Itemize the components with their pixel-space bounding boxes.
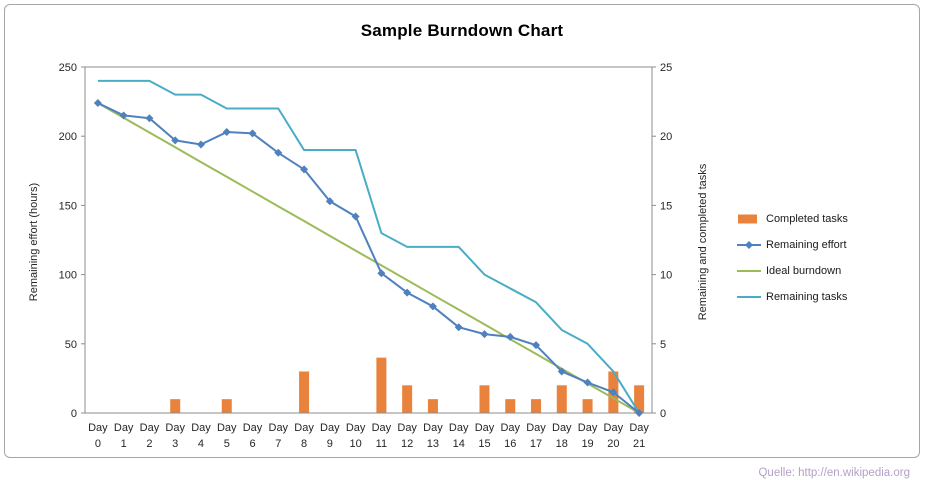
x-axis-label: Day 14 <box>449 422 469 450</box>
right-axis-tick-label: 10 <box>660 270 672 282</box>
chart-frame: Sample Burndown Chart Remaining effort (… <box>4 4 920 458</box>
x-axis-label: Day 21 <box>629 422 649 450</box>
bar-completed-tasks <box>531 399 542 413</box>
left-axis-tick-label: 0 <box>71 408 77 420</box>
legend-label: Remaining tasks <box>766 291 848 303</box>
x-axis-label: Day 9 <box>320 422 340 450</box>
marker-diamond <box>196 140 205 149</box>
legend-label: Ideal burndown <box>766 265 842 277</box>
x-axis-label: Day 20 <box>604 422 624 450</box>
legend-label: Completed tasks <box>766 213 848 225</box>
line-remaining-tasks <box>97 79 640 414</box>
x-axis-label: Day 16 <box>500 422 520 450</box>
marker-diamond <box>609 388 618 397</box>
legend-swatch-line <box>737 296 761 298</box>
bar-completed-tasks <box>556 385 567 413</box>
chart-title: Sample Burndown Chart <box>360 21 564 40</box>
left-axis-tick-label: 150 <box>59 200 77 212</box>
bar-completed-tasks <box>221 399 232 413</box>
bar-completed-tasks <box>479 385 490 413</box>
legend-item-completed-tasks: Completed tasks <box>737 213 848 225</box>
legend-swatch-line-marker <box>737 241 761 249</box>
x-axis-label: Day 12 <box>397 422 417 450</box>
marker-diamond <box>557 367 566 376</box>
bar-completed-tasks <box>402 385 413 413</box>
marker-diamond <box>377 269 386 278</box>
x-axis-label: Day 3 <box>165 422 185 450</box>
marker-diamond <box>274 148 283 157</box>
left-axis-tick-label: 100 <box>59 270 77 282</box>
legend-label: Remaining effort <box>766 239 847 251</box>
marker-diamond <box>454 323 463 332</box>
right-axis-tick-label: 5 <box>660 339 666 351</box>
right-axis-tick-label: 25 <box>660 62 672 74</box>
x-axis-label: Day 8 <box>294 422 314 450</box>
bar-completed-tasks <box>376 357 387 413</box>
x-axis-label: Day 6 <box>243 422 263 450</box>
plot-border <box>84 66 653 414</box>
x-axis-label: Day 18 <box>552 422 572 450</box>
legend-swatch-bar <box>738 214 757 224</box>
legend-item-remaining-effort: Remaining effort <box>737 239 848 251</box>
marker-diamond <box>480 330 489 339</box>
marker-diamond <box>403 288 412 297</box>
x-axis-label: Day 1 <box>114 422 134 450</box>
marker-diamond <box>93 98 102 107</box>
bar-completed-tasks <box>427 399 438 413</box>
marker-diamond <box>428 302 437 311</box>
bar-completed-tasks <box>299 371 310 413</box>
right-axis-tick-label: 15 <box>660 200 672 212</box>
left-axis-tick-label: 250 <box>59 62 77 74</box>
x-axis-label: Day 15 <box>475 422 495 450</box>
marker-diamond <box>119 111 128 120</box>
marker-diamond <box>506 332 515 341</box>
marker-diamond <box>325 197 334 206</box>
marker-diamond <box>635 409 644 417</box>
x-axis-label: Day 10 <box>346 422 366 450</box>
marker-diamond <box>532 341 541 350</box>
x-axis-label: Day 11 <box>372 422 392 450</box>
line-ideal-burndown <box>97 102 640 414</box>
bar-completed-tasks <box>170 399 181 413</box>
x-axis-label: Day 0 <box>88 422 108 450</box>
marker-diamond <box>222 128 231 137</box>
legend: Completed tasks Remaining effort Ideal bur… <box>737 213 848 303</box>
right-axis-tick-label: 0 <box>660 408 666 420</box>
left-axis-tick-label: 50 <box>65 339 77 351</box>
x-axis-label: Day 17 <box>526 422 546 450</box>
x-axis-label: Day 2 <box>140 422 160 450</box>
x-axis-label: Day 4 <box>191 422 211 450</box>
x-axis-label: Day 7 <box>269 422 289 450</box>
marker-diamond <box>583 378 592 387</box>
line-remaining-effort <box>97 102 640 414</box>
legend-item-ideal-burndown: Ideal burndown <box>737 265 848 277</box>
marker-diamond <box>351 212 360 221</box>
legend-swatch-line <box>737 270 761 272</box>
marker-diamond <box>300 165 309 174</box>
legend-item-remaining-tasks: Remaining tasks <box>737 291 848 303</box>
right-axis-tick-label: 20 <box>660 131 672 143</box>
bar-completed-tasks <box>582 399 593 413</box>
bar-completed-tasks <box>634 385 645 413</box>
source-credit: Quelle: http://en.wikipedia.org <box>758 467 910 479</box>
marker-diamond <box>171 136 180 145</box>
x-axis-label: Day 13 <box>423 422 443 450</box>
marker-diamond <box>248 129 257 138</box>
left-axis-tick-label: 200 <box>59 131 77 143</box>
marker-diamond <box>145 114 154 123</box>
bar-completed-tasks <box>505 399 516 413</box>
x-axis-label: Day 5 <box>217 422 237 450</box>
x-axis-label: Day 19 <box>578 422 598 450</box>
